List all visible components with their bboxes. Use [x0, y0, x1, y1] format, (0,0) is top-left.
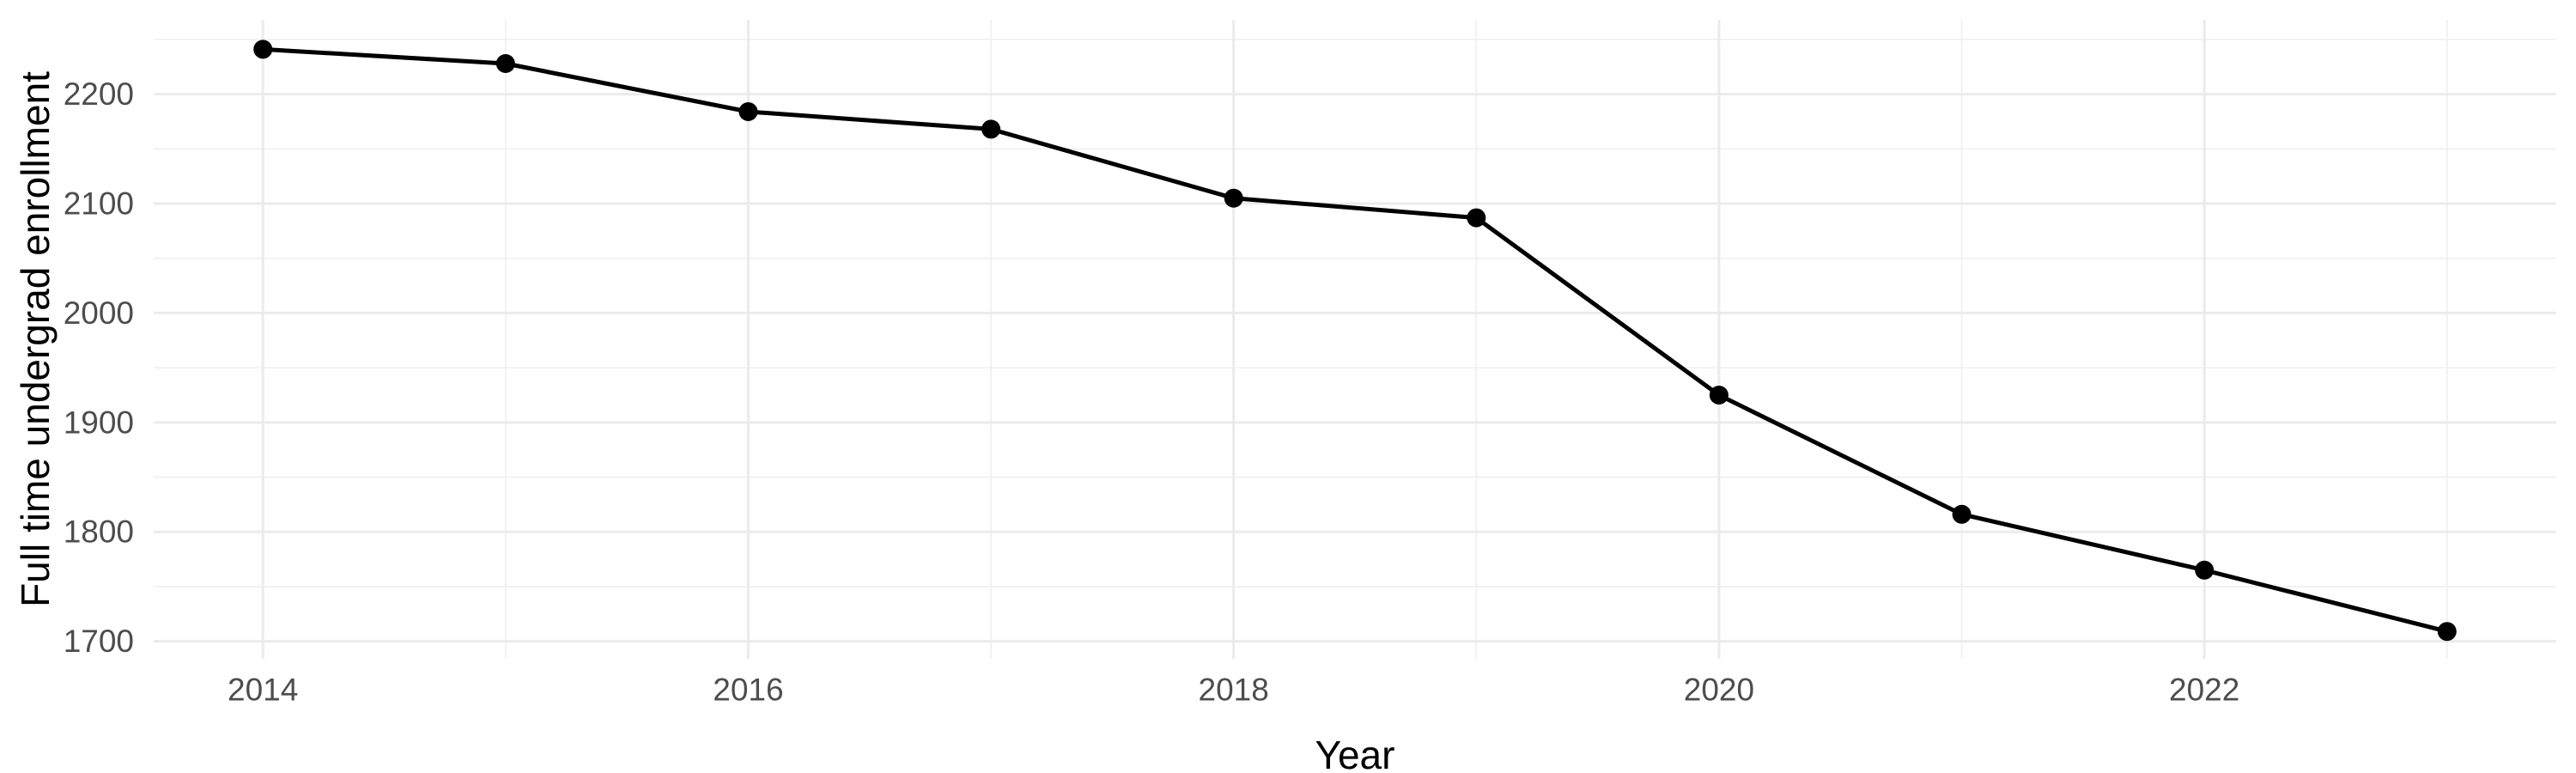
- y-tick-label-1800: 1800: [64, 514, 134, 550]
- y-tick-label-2000: 2000: [64, 295, 134, 331]
- data-point-2019: [1467, 208, 1486, 228]
- y-axis-title: Full time undergrad enrollment: [13, 71, 58, 607]
- data-point-2022: [2195, 560, 2215, 580]
- y-tick-label-1700: 1700: [64, 624, 134, 659]
- data-point-2023: [2437, 622, 2457, 642]
- data-point-2021: [1952, 504, 1971, 524]
- x-tick-label-2014: 2014: [228, 673, 298, 708]
- data-point-2015: [495, 54, 515, 73]
- x-tick-label-2016: 2016: [713, 673, 783, 708]
- y-axis-tick-labels: 1700 1800 1900 2000 2100 2200: [64, 76, 134, 659]
- x-axis-tick-labels: 2014 2016 2018 2020 2022: [228, 673, 2239, 708]
- y-tick-label-1900: 1900: [64, 405, 134, 440]
- x-axis-title: Year: [1315, 733, 1395, 773]
- data-point-2016: [738, 102, 758, 121]
- data-point-2014: [253, 40, 273, 59]
- major-gridlines: [154, 20, 2556, 659]
- data-point-2018: [1224, 188, 1243, 208]
- y-tick-label-2100: 2100: [64, 186, 134, 222]
- enrollment-trend-line: [260, 46, 2450, 634]
- data-point-2020: [1709, 386, 1728, 405]
- x-tick-label-2018: 2018: [1199, 673, 1269, 708]
- data-points: [253, 40, 2457, 642]
- x-tick-label-2020: 2020: [1684, 673, 1754, 708]
- data-point-2017: [981, 119, 1001, 139]
- y-tick-label-2200: 2200: [64, 76, 134, 112]
- x-tick-label-2022: 2022: [2169, 673, 2239, 708]
- minor-gridlines: [154, 20, 2556, 659]
